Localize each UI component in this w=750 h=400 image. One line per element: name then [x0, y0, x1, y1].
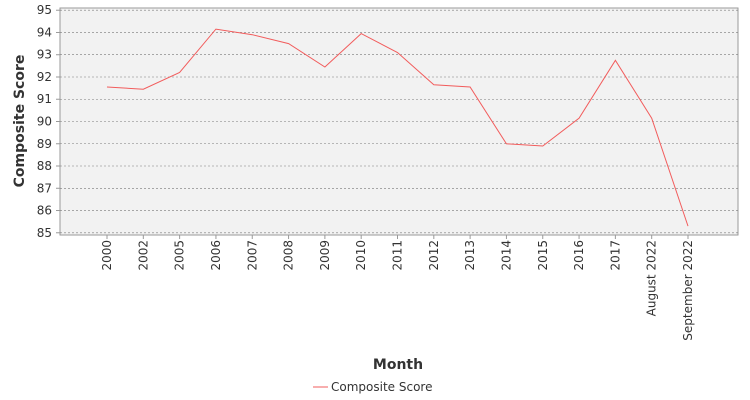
x-tick-label: September 2022 [681, 240, 695, 341]
series-lines [106, 28, 689, 227]
legend: Composite Score [313, 380, 432, 394]
series-line [106, 28, 689, 227]
x-axis-ticks: 2000 2002 2005 2006 2007 2008 2009 2010 2011 2012… [100, 235, 695, 341]
y-tick-label: 94 [37, 25, 52, 39]
legend-label: Composite Score [331, 380, 432, 394]
x-tick-label: 2016 [572, 240, 586, 271]
x-tick-label: August 2022 [645, 240, 659, 316]
y-tick-label: 91 [37, 92, 52, 106]
x-tick-label: 2015 [536, 240, 550, 271]
x-tick-label: 2006 [209, 240, 223, 271]
x-axis-title: Month [373, 357, 423, 373]
x-tick-label: 2000 [100, 240, 114, 271]
y-tick-label: 87 [37, 181, 52, 195]
x-tick-label: 2014 [499, 240, 513, 271]
y-tick-label: 92 [37, 70, 52, 84]
y-tick-label: 88 [37, 159, 52, 173]
x-tick-label: 2011 [391, 240, 405, 271]
x-tick-label: 2005 [173, 240, 187, 271]
y-axis-title: Composite Score [12, 55, 28, 188]
gridlines [60, 9, 738, 234]
x-tick-label: 2017 [608, 240, 622, 271]
x-tick-label: 2009 [318, 240, 332, 271]
y-tick-label: 95 [37, 3, 52, 17]
y-axis-ticks: 85 86 87 88 89 90 91 92 93 94 95 [37, 3, 60, 240]
y-tick-label: 85 [37, 226, 52, 240]
y-tick-label: 93 [37, 48, 52, 62]
x-tick-label: 2012 [427, 240, 441, 271]
y-tick-label: 89 [37, 137, 52, 151]
x-tick-label: 2010 [354, 240, 368, 271]
x-tick-label: 2013 [463, 240, 477, 271]
x-tick-label: 2002 [136, 240, 150, 271]
x-tick-label: 2008 [282, 240, 296, 271]
y-tick-label: 86 [37, 204, 52, 218]
y-tick-label: 90 [37, 115, 52, 129]
x-tick-label: 2007 [245, 240, 259, 271]
